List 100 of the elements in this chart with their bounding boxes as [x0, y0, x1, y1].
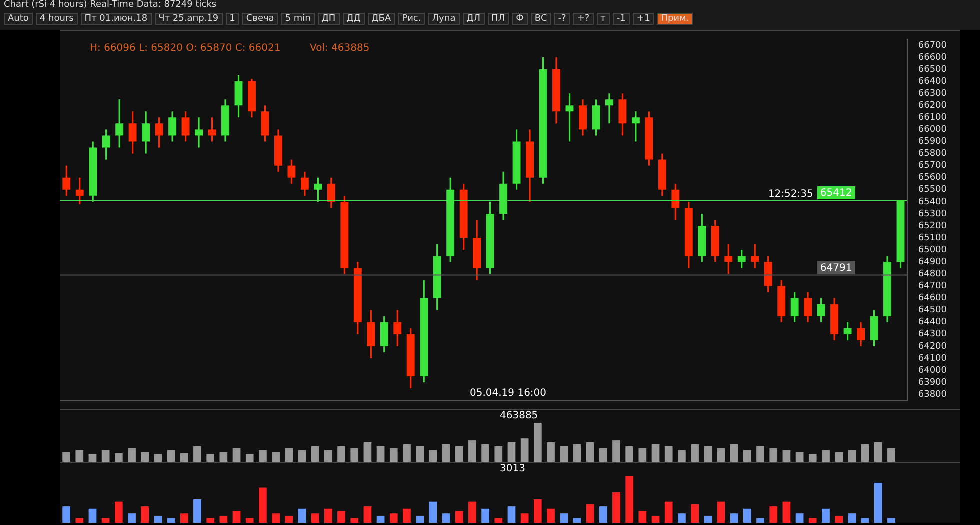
y-tick-label: 66600 [918, 52, 948, 63]
bar [88, 508, 97, 523]
bar [338, 511, 346, 523]
bar [494, 446, 503, 462]
bar [232, 511, 241, 523]
bar [128, 448, 136, 462]
bar [298, 450, 306, 462]
bar [167, 518, 176, 523]
y-tick-label: 64700 [918, 282, 948, 292]
y-tick-label: 66400 [918, 76, 948, 87]
y-tick-label: 64800 [918, 270, 948, 280]
bar [560, 514, 568, 523]
y-tick-label: 65000 [918, 245, 948, 256]
bar [272, 514, 280, 523]
y-tick-label: 66500 [918, 64, 948, 75]
bar [285, 448, 294, 462]
bar [664, 502, 673, 523]
bar [180, 514, 188, 523]
bar [455, 446, 464, 462]
text: 463885 [500, 410, 538, 422]
y-tick-label: 65400 [918, 197, 948, 208]
bar [141, 506, 150, 523]
bar [167, 450, 176, 462]
bar [770, 448, 778, 462]
bar [888, 448, 896, 462]
bar [468, 440, 476, 462]
y-tick-label: 64900 [918, 257, 948, 268]
bar [704, 446, 712, 462]
bar [678, 450, 686, 462]
bar [194, 446, 202, 462]
bar [128, 514, 136, 523]
y-tick-label: 64500 [918, 306, 948, 316]
bar [717, 448, 726, 462]
bar [416, 446, 424, 462]
text: +? [573, 13, 594, 25]
bar [508, 442, 516, 462]
bar [324, 508, 332, 523]
y-tick-label: 66200 [918, 100, 948, 111]
y-tick-label: 65200 [918, 221, 948, 232]
bar [704, 516, 712, 523]
y-tick-label: 64300 [918, 330, 948, 340]
text: Ф [512, 13, 528, 25]
bar [102, 518, 110, 523]
bar [691, 444, 699, 462]
bar [324, 450, 332, 462]
bar [76, 518, 84, 523]
bar [429, 502, 438, 523]
bar [403, 508, 411, 523]
annotation: H: 66096 L: 65820 O: 65870 C: 66021 [90, 42, 281, 54]
bar [612, 492, 620, 523]
text: Чт 25.апр.19 [154, 13, 223, 25]
bar [376, 516, 385, 523]
y-tick-label: 65500 [918, 185, 948, 196]
text: 1 [226, 13, 240, 25]
bar [376, 446, 385, 462]
y-tick-label: 65600 [918, 173, 948, 184]
text: Свеча [242, 13, 278, 25]
bar [808, 518, 817, 523]
bar [220, 516, 228, 523]
bar [808, 454, 817, 462]
bar [534, 423, 542, 462]
bar [848, 514, 856, 523]
bar [482, 508, 490, 523]
ref-line-label: 64791 [820, 262, 852, 274]
bar [442, 514, 450, 523]
bar [547, 442, 555, 462]
bar [102, 450, 110, 462]
bar [88, 454, 97, 462]
text: Рис. [398, 13, 426, 25]
bar [429, 450, 438, 462]
text: -1 [612, 13, 630, 25]
bar [874, 483, 882, 523]
bar [62, 452, 70, 462]
y-tick-label: 66300 [918, 88, 948, 99]
bar [76, 450, 84, 462]
bar [364, 442, 372, 462]
bar [586, 442, 594, 462]
bar [520, 514, 529, 523]
bar [848, 450, 856, 462]
text: ДД [342, 13, 365, 25]
bar [770, 506, 778, 523]
bar [220, 452, 228, 462]
bar [560, 446, 568, 462]
bar [468, 502, 476, 523]
text: 5 min [281, 13, 315, 25]
bar [717, 502, 726, 523]
bar [796, 514, 804, 523]
bar [547, 508, 555, 523]
bar [756, 518, 764, 523]
bar [206, 518, 215, 523]
bar [311, 446, 320, 462]
text: Chart (rSi 4 hours) Real-Time Data: 87249 ticks [3, 0, 218, 12]
text: ДЛ [462, 13, 485, 25]
text: ДБА [368, 13, 396, 25]
bar [494, 518, 503, 523]
text: Лупа [428, 13, 460, 25]
bar [534, 500, 542, 523]
bar [259, 488, 267, 523]
bar [259, 450, 267, 462]
y-tick-label: 63900 [918, 378, 948, 388]
